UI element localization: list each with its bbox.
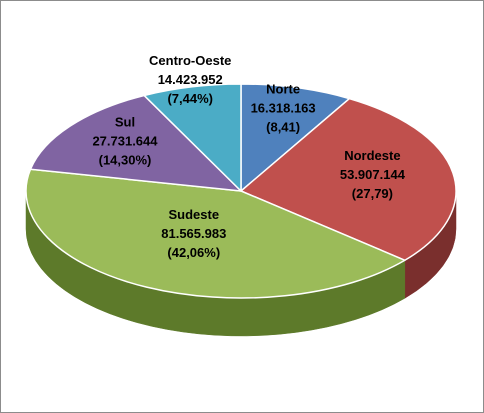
pie-slices — [25, 83, 457, 299]
slice-sul — [29, 94, 242, 192]
label-nordeste: Nordeste 53.907.144 (27,79) — [340, 148, 406, 201]
pie-labels: Norte 16.318.163 (8,41) Nordeste 53.907.144(… — [92, 53, 405, 260]
label-sul: Sul 27.731.644 (14,30%) — [92, 115, 158, 168]
label-norte: Norte 16.318.163 (8,41) — [251, 82, 316, 135]
slice-sudeste — [25, 168, 406, 299]
label-sudeste: Sudeste 81.565.983 (42,06%) — [161, 207, 226, 260]
slice-nordeste — [240, 97, 457, 262]
slice-centro-oeste — [143, 83, 242, 192]
slice-norte — [240, 83, 351, 192]
label-centro-oeste: Centro-Oeste 14.423.952 (7,44%) — [149, 53, 231, 106]
